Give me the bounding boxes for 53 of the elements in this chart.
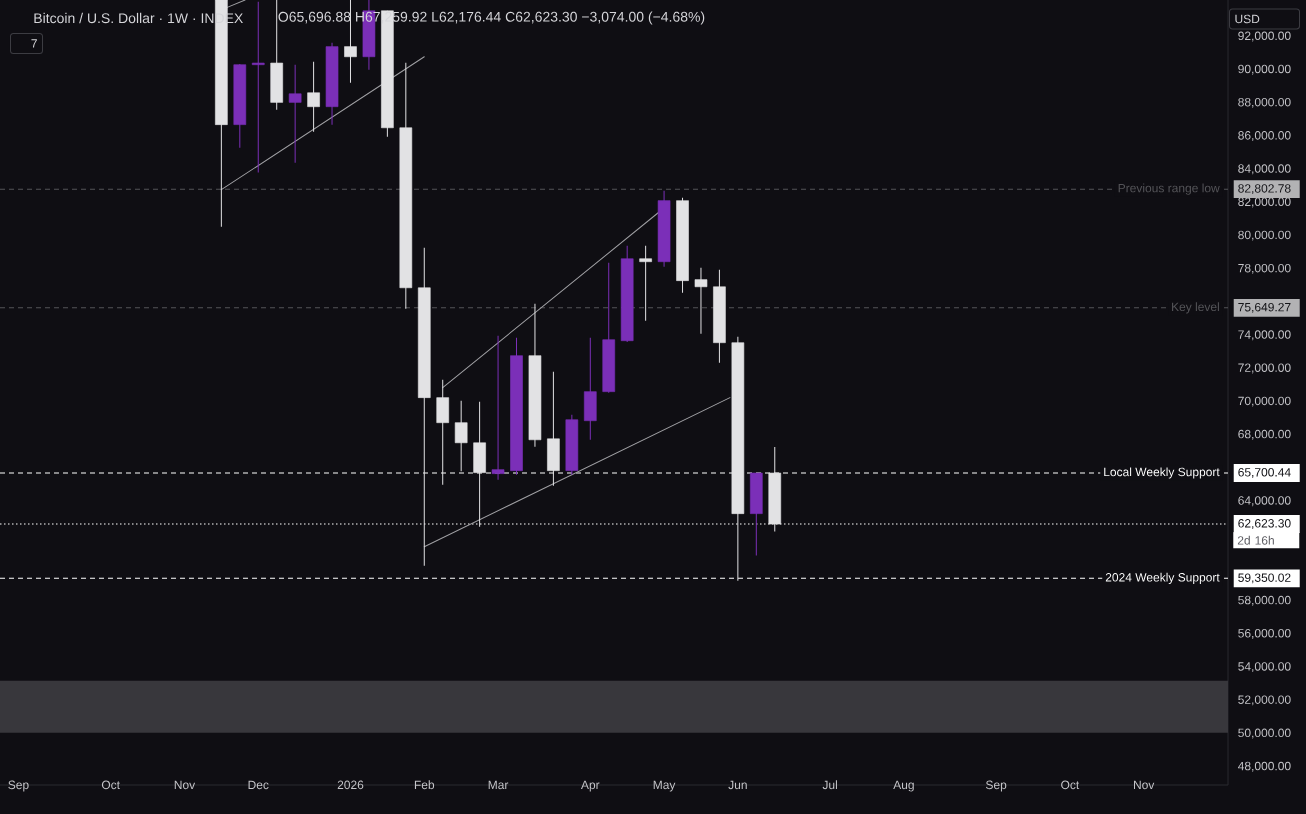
y-tick-label: 72,000.00 [1238,363,1291,374]
y-tick-label: 52,000.00 [1238,695,1291,706]
y-tick-label: 68,000.00 [1238,429,1291,440]
y-tick-label: 92,000.00 [1238,31,1291,42]
candlestick [694,267,708,335]
y-tick-label: 90,000.00 [1238,64,1291,75]
ref-line-label: Previous range low [1118,183,1220,195]
x-tick-label: Sep [8,780,29,792]
text: 2d 16h [1237,535,1274,545]
y-tick-label: 75,649.27 [1238,302,1291,313]
y-tick-label: 74,000.00 [1238,330,1291,341]
y-tick-label: 82,000.00 [1238,197,1291,208]
x-tick-label: Nov [174,780,196,790]
candlestick [307,61,320,133]
x-tick-label: Jun [728,780,747,790]
y-tick-label: 70,000.00 [1238,396,1291,407]
x-tick-label: Jul [822,780,837,790]
y-tick-label: 54,000.00 [1238,662,1291,673]
y-tick-label: 78,000.00 [1238,263,1291,274]
x-tick-label: Dec [248,780,269,790]
ref-line-label: 2024 Weekly Support [1105,572,1220,584]
y-tick-label: 80,000.00 [1238,230,1291,241]
x-tick-label: 2026 [337,780,364,790]
x-tick-label: Mar [488,780,509,790]
candlestick [639,245,652,322]
y-tick-label: 56,000.00 [1238,629,1291,639]
candlestick [454,400,468,472]
annotation: 7 [31,39,37,48]
y-tick-label: 82,802.78 [1238,184,1291,195]
candlestick [288,64,302,164]
y-tick-label: 84,000.00 [1238,164,1291,175]
x-tick-label: Sep [985,780,1007,792]
x-tick-label: Oct [101,780,120,790]
x-tick-label: Nov [1134,780,1155,790]
candlestick [491,335,505,481]
x-tick-label: Feb [414,780,435,790]
x-tick-label: Aug [893,780,914,792]
y-tick-label: 59,350.02 [1238,573,1291,584]
y-tick-label: 48,000.00 [1238,761,1291,772]
y-tick-label: 65,700.44 [1238,468,1291,478]
y-tick-label: 50,000.00 [1238,728,1291,739]
y-tick-label: 88,000.00 [1238,97,1291,108]
text: USD [1235,14,1260,24]
y-tick-label: 62,623.30 [1238,519,1291,529]
ref-line-label: Key level [1172,302,1219,314]
y-tick-label: 64,000.00 [1238,496,1291,507]
candlestick [251,1,265,174]
x-tick-label: Apr [580,780,600,792]
y-tick-label: 58,000.00 [1238,595,1291,606]
ref-line-label: Local Weekly Support [1104,467,1220,479]
x-tick-label: Oct [1061,780,1080,790]
y-tick-label: 86,000.00 [1238,131,1291,142]
x-tick-label: May [653,780,676,792]
